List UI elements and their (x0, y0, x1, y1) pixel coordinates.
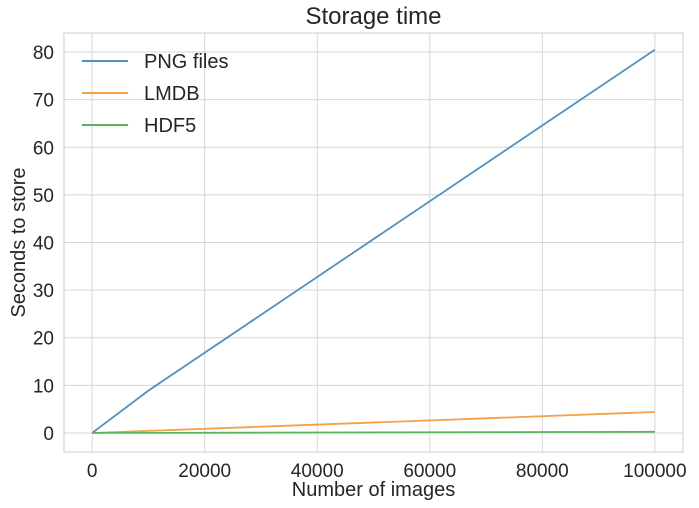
series-lines (91, 48, 656, 434)
x-tick-label: 100000 (623, 461, 686, 482)
x-tick-label: 40000 (291, 461, 344, 482)
y-tick-label: 80 (33, 43, 54, 64)
y-axis-label: Seconds to store (8, 167, 30, 317)
x-tick-label: 20000 (178, 461, 231, 482)
legend-entry: HDF5 (144, 115, 196, 137)
series-line-hdf5 (91, 430, 655, 434)
x-tick-label: 0 (87, 461, 98, 482)
legend-entry: LMDB (144, 83, 200, 105)
y-tick-label: 60 (33, 138, 54, 159)
y-tick-label: 70 (33, 91, 54, 112)
y-tick-label: 20 (33, 329, 54, 350)
chart-title: Storage time (305, 3, 441, 30)
y-tick-label: 0 (43, 424, 54, 445)
y-tick-labels: 0 10 20 30 40 50 60 70 80 (33, 43, 54, 445)
x-tick-label: 60000 (403, 461, 456, 482)
plot-frame (63, 32, 684, 453)
y-tick-label: 10 (33, 376, 54, 397)
y-tick-label: 30 (33, 281, 54, 302)
legend-entry: PNG files (144, 51, 228, 73)
y-tick-label: 50 (33, 186, 54, 207)
series-line-png-files (91, 48, 656, 434)
series-line-lmdb (91, 411, 655, 434)
y-tick-label: 40 (33, 234, 54, 255)
legend: PNG files LMDB HDF5 (82, 51, 228, 137)
x-axis-label: Number of images (292, 479, 455, 501)
x-tick-labels: 0 20000 40000 60000 80000 100000 (87, 461, 687, 482)
x-tick-label: 80000 (516, 461, 569, 482)
